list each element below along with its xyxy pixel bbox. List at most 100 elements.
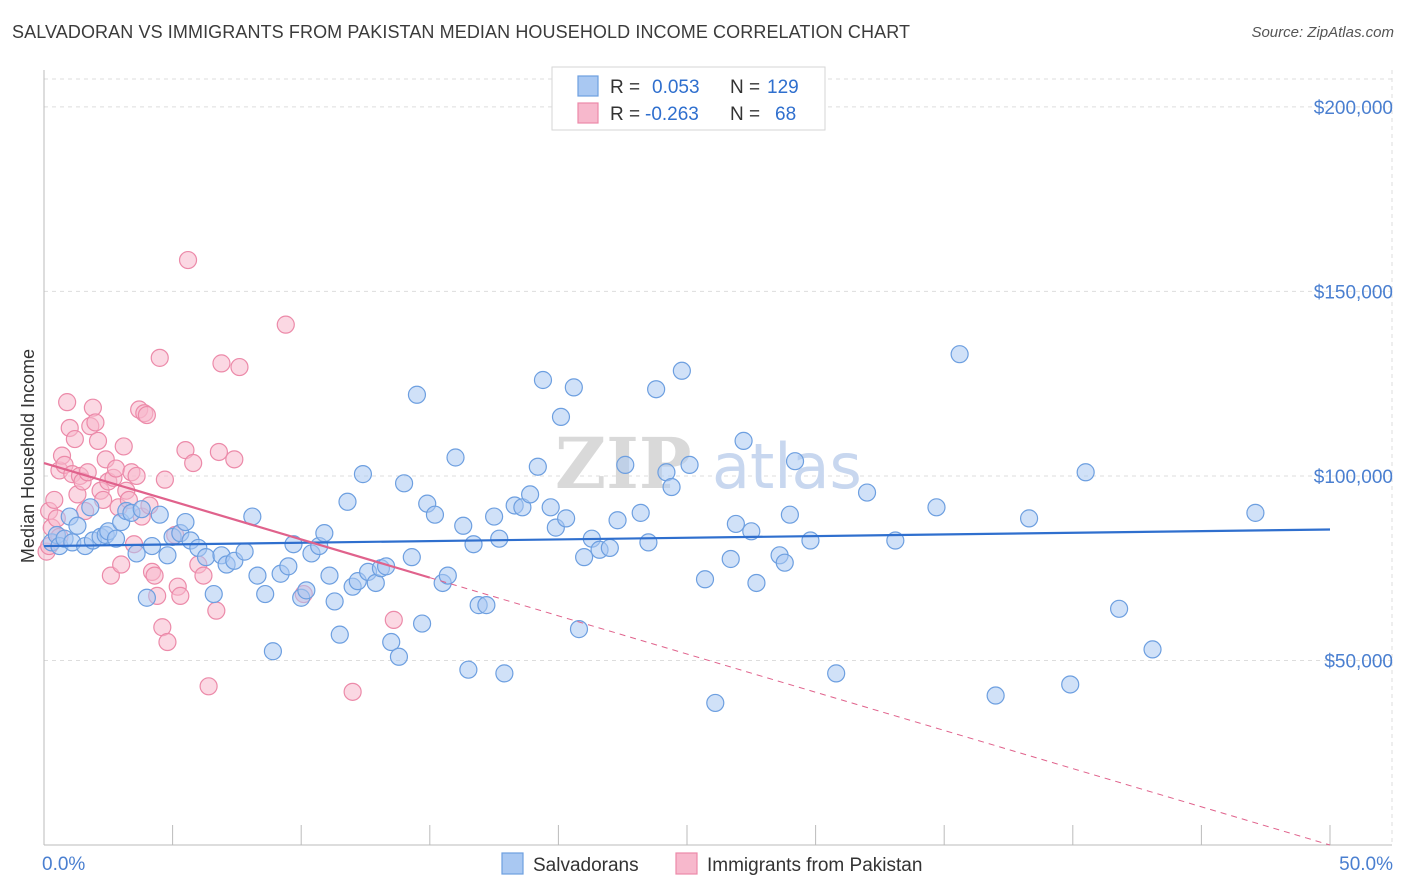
pakistan-point bbox=[83, 398, 102, 417]
salvadoran-point bbox=[950, 345, 969, 364]
legend-pakistan-label: Immigrants from Pakistan bbox=[707, 855, 922, 876]
salvadoran-point bbox=[616, 455, 635, 474]
axes bbox=[43, 70, 1392, 846]
salvadoran-point bbox=[647, 380, 666, 399]
y-axis-title: Median Household Income bbox=[18, 349, 38, 563]
pakistan-trend-line bbox=[43, 461, 431, 579]
salvadoran-point bbox=[575, 548, 594, 567]
series-legend: Salvadorans Immigrants from Pakistan bbox=[501, 852, 922, 876]
pakistan-point bbox=[106, 459, 126, 478]
pakistan-point bbox=[58, 393, 77, 412]
legend-n-value-1: 129 bbox=[767, 77, 799, 98]
salvadoran-point bbox=[528, 457, 547, 476]
salvadoran-point bbox=[196, 548, 216, 567]
salvadoran-point bbox=[459, 660, 478, 679]
salvadoran-point bbox=[521, 485, 540, 504]
salvadoran-point bbox=[137, 588, 156, 607]
salvadoran-point bbox=[81, 498, 100, 517]
source-label: Source: ZipAtlas.com bbox=[1251, 24, 1394, 41]
watermark-atlas: atlas bbox=[712, 430, 862, 503]
pakistan-point bbox=[212, 354, 231, 373]
salvadoran-point bbox=[325, 592, 344, 611]
y-tick-labels: $50,000 $100,000 $150,000 $200,000 bbox=[1314, 98, 1393, 673]
salvadoran-point bbox=[132, 500, 151, 519]
salvadoran-point bbox=[454, 516, 473, 535]
salvadoran-point bbox=[284, 535, 303, 554]
salvadoran-point bbox=[407, 385, 427, 404]
salvadoran-point bbox=[680, 455, 699, 474]
salvadoran-point bbox=[600, 538, 619, 558]
pakistan-point bbox=[145, 566, 164, 585]
stats-legend: R = 0.053 N = 129 R = -0.263 N = 68 bbox=[551, 66, 826, 131]
legend-salvadorans-swatch bbox=[501, 852, 524, 875]
pakistan-point bbox=[276, 315, 295, 334]
salvadoran-point bbox=[485, 507, 504, 526]
pakistan-point bbox=[112, 555, 131, 574]
pakistan-point bbox=[343, 682, 362, 701]
pakistan-point bbox=[114, 437, 133, 456]
pakistan-point bbox=[171, 586, 190, 605]
salvadoran-point bbox=[742, 522, 761, 541]
pakistan-point bbox=[88, 431, 108, 450]
pakistan-point bbox=[45, 490, 64, 510]
legend-n-value-2: 68 bbox=[775, 104, 796, 125]
pakistan-point bbox=[184, 453, 203, 473]
salvadoran-point bbox=[142, 536, 162, 556]
salvadoran-point bbox=[695, 570, 715, 589]
chart-title: SALVADORAN VS IMMIGRANTS FROM PAKISTAN M… bbox=[12, 22, 911, 42]
salvadoran-point bbox=[158, 546, 177, 565]
salvadoran-point bbox=[353, 465, 373, 484]
salvadoran-point bbox=[263, 642, 283, 661]
pakistan-point bbox=[207, 601, 226, 620]
salvadoran-point bbox=[150, 505, 169, 524]
salvadoran-point bbox=[490, 529, 509, 548]
salvadoran-point bbox=[106, 529, 126, 548]
salvadoran-point bbox=[551, 407, 571, 427]
salvadoran-point bbox=[533, 370, 553, 390]
y-tick-label: $50,000 bbox=[1324, 651, 1393, 672]
salvadoran-trend-line bbox=[43, 528, 1331, 548]
salvadoran-point bbox=[1019, 509, 1039, 528]
salvadoran-point bbox=[801, 531, 820, 550]
salvadoran-point bbox=[564, 378, 583, 397]
salvadoran-point bbox=[495, 664, 514, 683]
pakistan-point bbox=[209, 442, 228, 462]
salvadoran-point bbox=[425, 505, 445, 524]
salvadoran-swatch bbox=[577, 75, 599, 97]
salvadoran-point bbox=[857, 483, 877, 502]
salvadoran-point bbox=[631, 503, 650, 522]
salvadoran-point bbox=[176, 512, 195, 532]
salvadoran-point bbox=[662, 477, 681, 497]
salvadoran-point bbox=[279, 557, 298, 576]
salvadoran-point bbox=[672, 361, 691, 380]
salvadoran-point bbox=[785, 452, 805, 471]
salvadoran-point bbox=[780, 505, 799, 524]
y-tick-label: $100,000 bbox=[1314, 467, 1393, 488]
pakistan-point bbox=[137, 405, 156, 425]
salvadoran-point bbox=[382, 632, 401, 652]
legend-r-label-2: R = bbox=[610, 104, 640, 125]
salvadoran-point bbox=[330, 625, 349, 644]
x-tick-labels: 0.0% 50.0% bbox=[42, 854, 1393, 875]
pakistan-point bbox=[194, 566, 213, 585]
pakistan-point bbox=[127, 466, 146, 486]
salvadoran-point bbox=[127, 544, 146, 563]
salvadoran-point bbox=[827, 664, 846, 683]
salvadoran-point bbox=[986, 686, 1005, 705]
pakistan-point bbox=[65, 429, 84, 449]
salvadoran-point bbox=[775, 553, 794, 572]
salvadoran-point bbox=[464, 535, 483, 554]
watermark: ZIP atlas bbox=[555, 422, 862, 505]
salvadoran-point bbox=[438, 566, 457, 585]
salvadoran-point bbox=[726, 514, 745, 534]
pakistan-point bbox=[384, 610, 403, 629]
legend-salvadorans-label: Salvadorans bbox=[533, 855, 639, 876]
salvadoran-point bbox=[886, 531, 905, 550]
salvadoran-point bbox=[68, 516, 87, 535]
legend-r-value-1: 0.053 bbox=[652, 77, 700, 98]
salvadoran-point bbox=[721, 549, 740, 569]
legend-n-label-2: N = bbox=[730, 104, 760, 125]
salvadoran-point bbox=[1061, 675, 1080, 694]
salvadoran-point bbox=[204, 584, 223, 604]
